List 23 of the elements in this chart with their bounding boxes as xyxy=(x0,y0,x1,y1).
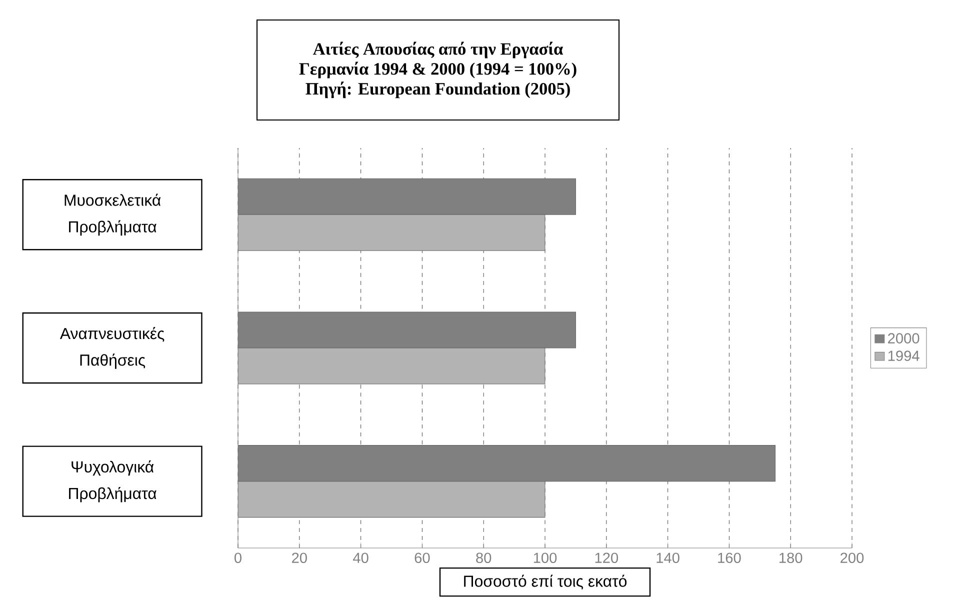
x-tick-label: 20 xyxy=(292,552,307,564)
legend-label: 2000 xyxy=(888,333,920,344)
x-tick-label: 180 xyxy=(780,552,802,564)
x-tick-label: 160 xyxy=(718,552,741,564)
chart-subtitle: Γερμανία 1994 & 2000 (1994 = 100%) xyxy=(299,62,576,78)
bar xyxy=(238,348,546,384)
text: Πηγή: European Foundation (2005) xyxy=(306,82,570,98)
y-tick-label: Ψυχολογικά Προβλήματα xyxy=(69,460,156,502)
x-axis-title: Ποσοστό επί τοις εκατό xyxy=(464,574,627,590)
x-tick-label: 120 xyxy=(595,552,618,564)
x-tick-label: 60 xyxy=(414,552,430,564)
x-tick-label: 200 xyxy=(840,552,864,564)
legend-label: 1994 xyxy=(888,350,920,361)
y-tick-label: Μυοσκελετικά Προβλήματα xyxy=(64,194,161,236)
chart-title: Αιτίες Απουσίας από την Εργασία xyxy=(313,42,563,58)
bar xyxy=(238,214,546,251)
x-tick-label: 140 xyxy=(656,552,680,564)
y-tick-label: Αναπνευστικές Παθήσεις xyxy=(60,327,164,369)
bar xyxy=(238,481,546,518)
x-tick-label: 80 xyxy=(476,552,492,564)
x-tick-label: 40 xyxy=(353,552,368,564)
x-tick-label: 100 xyxy=(534,552,557,564)
x-tick-label: 0 xyxy=(234,552,242,564)
